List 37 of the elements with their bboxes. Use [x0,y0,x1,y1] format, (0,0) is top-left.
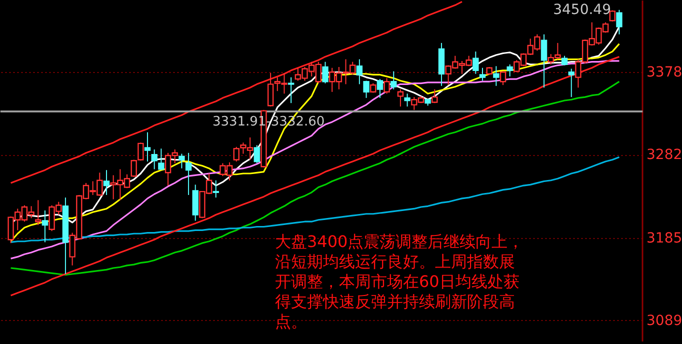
candlestick [493,66,500,86]
y-tick-label: 3185 [646,230,682,246]
y-tick-label: 3089 [646,312,682,329]
candlestick [432,88,438,104]
candlestick [384,78,390,94]
candlestick [254,144,260,164]
candlestick [35,200,42,226]
candlestick [356,58,363,85]
candlestick [322,61,328,84]
y-tick-label: 3282 [646,147,682,164]
candlestick [390,70,397,90]
candlestick [506,64,513,77]
candlestick [158,148,164,171]
line-series [10,0,463,184]
candlestick [472,51,479,74]
candlestick [42,210,48,243]
candlestick [185,152,192,196]
candlestick [376,78,384,98]
candlestick [397,88,404,108]
candlestick [404,93,410,108]
candlestick [500,70,506,86]
candlestick [212,180,219,198]
candlestick [568,68,574,98]
candlestick [144,132,151,162]
candlestick [616,9,622,35]
annotation: 3450.49 [553,2,611,18]
candlestick [363,80,370,98]
candlestick [178,153,185,169]
candlestick [288,76,294,104]
annotation: 大盘3400点震荡调整后继续向上，沿短期均线运行良好。上周指数展开调整，本周市场在60日均线处获得支撑快速反弹并持续刷新阶段高点。 [275,232,524,331]
candlestick [370,82,376,94]
candlestick [561,55,568,66]
candlestick [151,148,158,170]
candlestick [479,67,486,82]
candlestick [540,34,548,88]
candlestick [103,170,110,196]
y-tick-label: 3378 [646,64,682,81]
